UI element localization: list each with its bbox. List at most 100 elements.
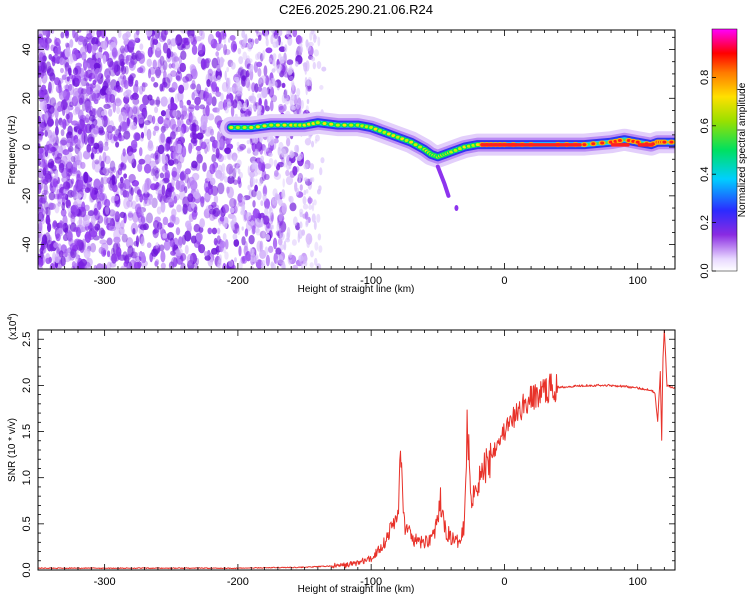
noise-speckle bbox=[237, 47, 242, 55]
ridge-blob-core bbox=[453, 148, 458, 152]
noise-speckle bbox=[75, 53, 83, 59]
snr-series-line bbox=[38, 330, 675, 570]
ridge-blob-core bbox=[342, 123, 347, 127]
noise-speckle bbox=[77, 179, 84, 189]
noise-speckle bbox=[109, 160, 116, 172]
noise-speckle bbox=[72, 67, 79, 76]
noise-speckle bbox=[180, 170, 187, 181]
ridge-peak-band bbox=[611, 143, 630, 147]
noise-speckle bbox=[297, 233, 301, 243]
top-x-tick-label: 0 bbox=[501, 275, 507, 287]
noise-speckle bbox=[105, 74, 111, 84]
noise-speckle bbox=[294, 61, 299, 67]
noise-speckle bbox=[242, 38, 246, 48]
noise-speckle bbox=[236, 90, 241, 97]
noise-speckle bbox=[141, 82, 148, 88]
noise-speckle bbox=[100, 263, 107, 269]
noise-speckle bbox=[313, 33, 317, 43]
noise-speckle bbox=[95, 51, 103, 60]
ridge-blob-core bbox=[235, 126, 240, 130]
noise-speckle bbox=[276, 64, 282, 74]
noise-speckle bbox=[260, 259, 266, 266]
noise-speckle bbox=[250, 220, 255, 226]
noise-speckle bbox=[138, 147, 143, 157]
noise-speckle bbox=[156, 206, 162, 215]
noise-speckle bbox=[147, 140, 153, 149]
noise-speckle bbox=[60, 129, 65, 137]
noise-speckle bbox=[164, 142, 170, 152]
noise-speckle bbox=[178, 84, 185, 94]
noise-speckle bbox=[178, 236, 183, 249]
colorbar-gradient bbox=[711, 28, 738, 272]
noise-speckle bbox=[304, 76, 308, 86]
noise-speckle bbox=[233, 199, 237, 206]
noise-speckle bbox=[127, 118, 132, 125]
noise-speckle bbox=[219, 30, 227, 40]
ridge-blob-core bbox=[418, 145, 423, 149]
noise-speckle bbox=[85, 69, 93, 79]
ridge-blob-core bbox=[395, 135, 400, 139]
noise-speckle bbox=[112, 210, 120, 220]
noise-speckle bbox=[274, 81, 278, 88]
noise-speckle bbox=[154, 167, 161, 174]
noise-speckle bbox=[284, 89, 288, 97]
noise-speckle bbox=[250, 177, 256, 187]
noise-speckle bbox=[118, 163, 123, 171]
noise-speckle bbox=[55, 246, 60, 255]
noise-speckle bbox=[285, 152, 289, 163]
ridge-blob-core bbox=[635, 140, 640, 144]
noise-speckle bbox=[318, 245, 323, 253]
noise-speckle bbox=[181, 43, 186, 49]
noise-speckle bbox=[160, 96, 168, 107]
noise-speckle bbox=[191, 123, 197, 135]
noise-speckle bbox=[41, 234, 48, 246]
noise-speckle bbox=[171, 176, 175, 188]
ridge-blob-core bbox=[662, 140, 667, 144]
noise-speckle bbox=[155, 242, 160, 249]
noise-speckle bbox=[306, 99, 310, 105]
noise-speckle bbox=[134, 132, 141, 141]
noise-speckle bbox=[181, 234, 187, 246]
noise-speckle bbox=[260, 200, 264, 207]
noise-speckle bbox=[162, 42, 169, 54]
noise-speckle bbox=[164, 169, 171, 181]
noise-speckle bbox=[175, 249, 181, 259]
noise-speckle bbox=[187, 30, 195, 39]
noise-speckle bbox=[84, 231, 92, 243]
noise-speckle bbox=[108, 108, 113, 117]
noise-speckle bbox=[155, 66, 161, 79]
noise-speckle bbox=[51, 164, 57, 172]
noise-speckle bbox=[38, 52, 45, 63]
noise-speckle bbox=[278, 254, 284, 265]
noise-speckle bbox=[38, 77, 42, 87]
noise-speckle bbox=[166, 73, 173, 83]
noise-speckle bbox=[73, 238, 81, 246]
noise-speckle bbox=[85, 85, 91, 97]
noise-speckle bbox=[226, 163, 234, 175]
noise-speckle bbox=[232, 99, 238, 109]
noise-speckle bbox=[129, 73, 136, 79]
noise-speckle bbox=[77, 35, 84, 46]
noise-speckle bbox=[166, 136, 172, 144]
noise-speckle bbox=[194, 262, 199, 269]
noise-speckle bbox=[163, 240, 171, 251]
noise-speckle bbox=[62, 149, 70, 156]
noise-speckle bbox=[179, 62, 187, 73]
colorbar-tick-label: 0.4 bbox=[699, 167, 711, 182]
noise-speckle bbox=[44, 129, 48, 137]
noise-speckle bbox=[211, 96, 217, 107]
noise-speckle bbox=[141, 264, 147, 269]
noise-speckle bbox=[139, 224, 147, 231]
noise-speckle bbox=[317, 233, 322, 241]
noise-speckle bbox=[265, 254, 270, 267]
noise-speckle bbox=[144, 154, 152, 166]
noise-speckle bbox=[56, 146, 64, 153]
noise-speckle bbox=[102, 176, 109, 185]
noise-speckle bbox=[230, 221, 235, 230]
bottom-plot-frame bbox=[37, 329, 676, 571]
noise-speckle bbox=[252, 171, 258, 177]
svg-text:(x104): (x104) bbox=[7, 313, 19, 340]
noise-speckle bbox=[184, 186, 188, 194]
noise-speckle bbox=[38, 159, 41, 166]
noise-speckle bbox=[320, 157, 325, 164]
